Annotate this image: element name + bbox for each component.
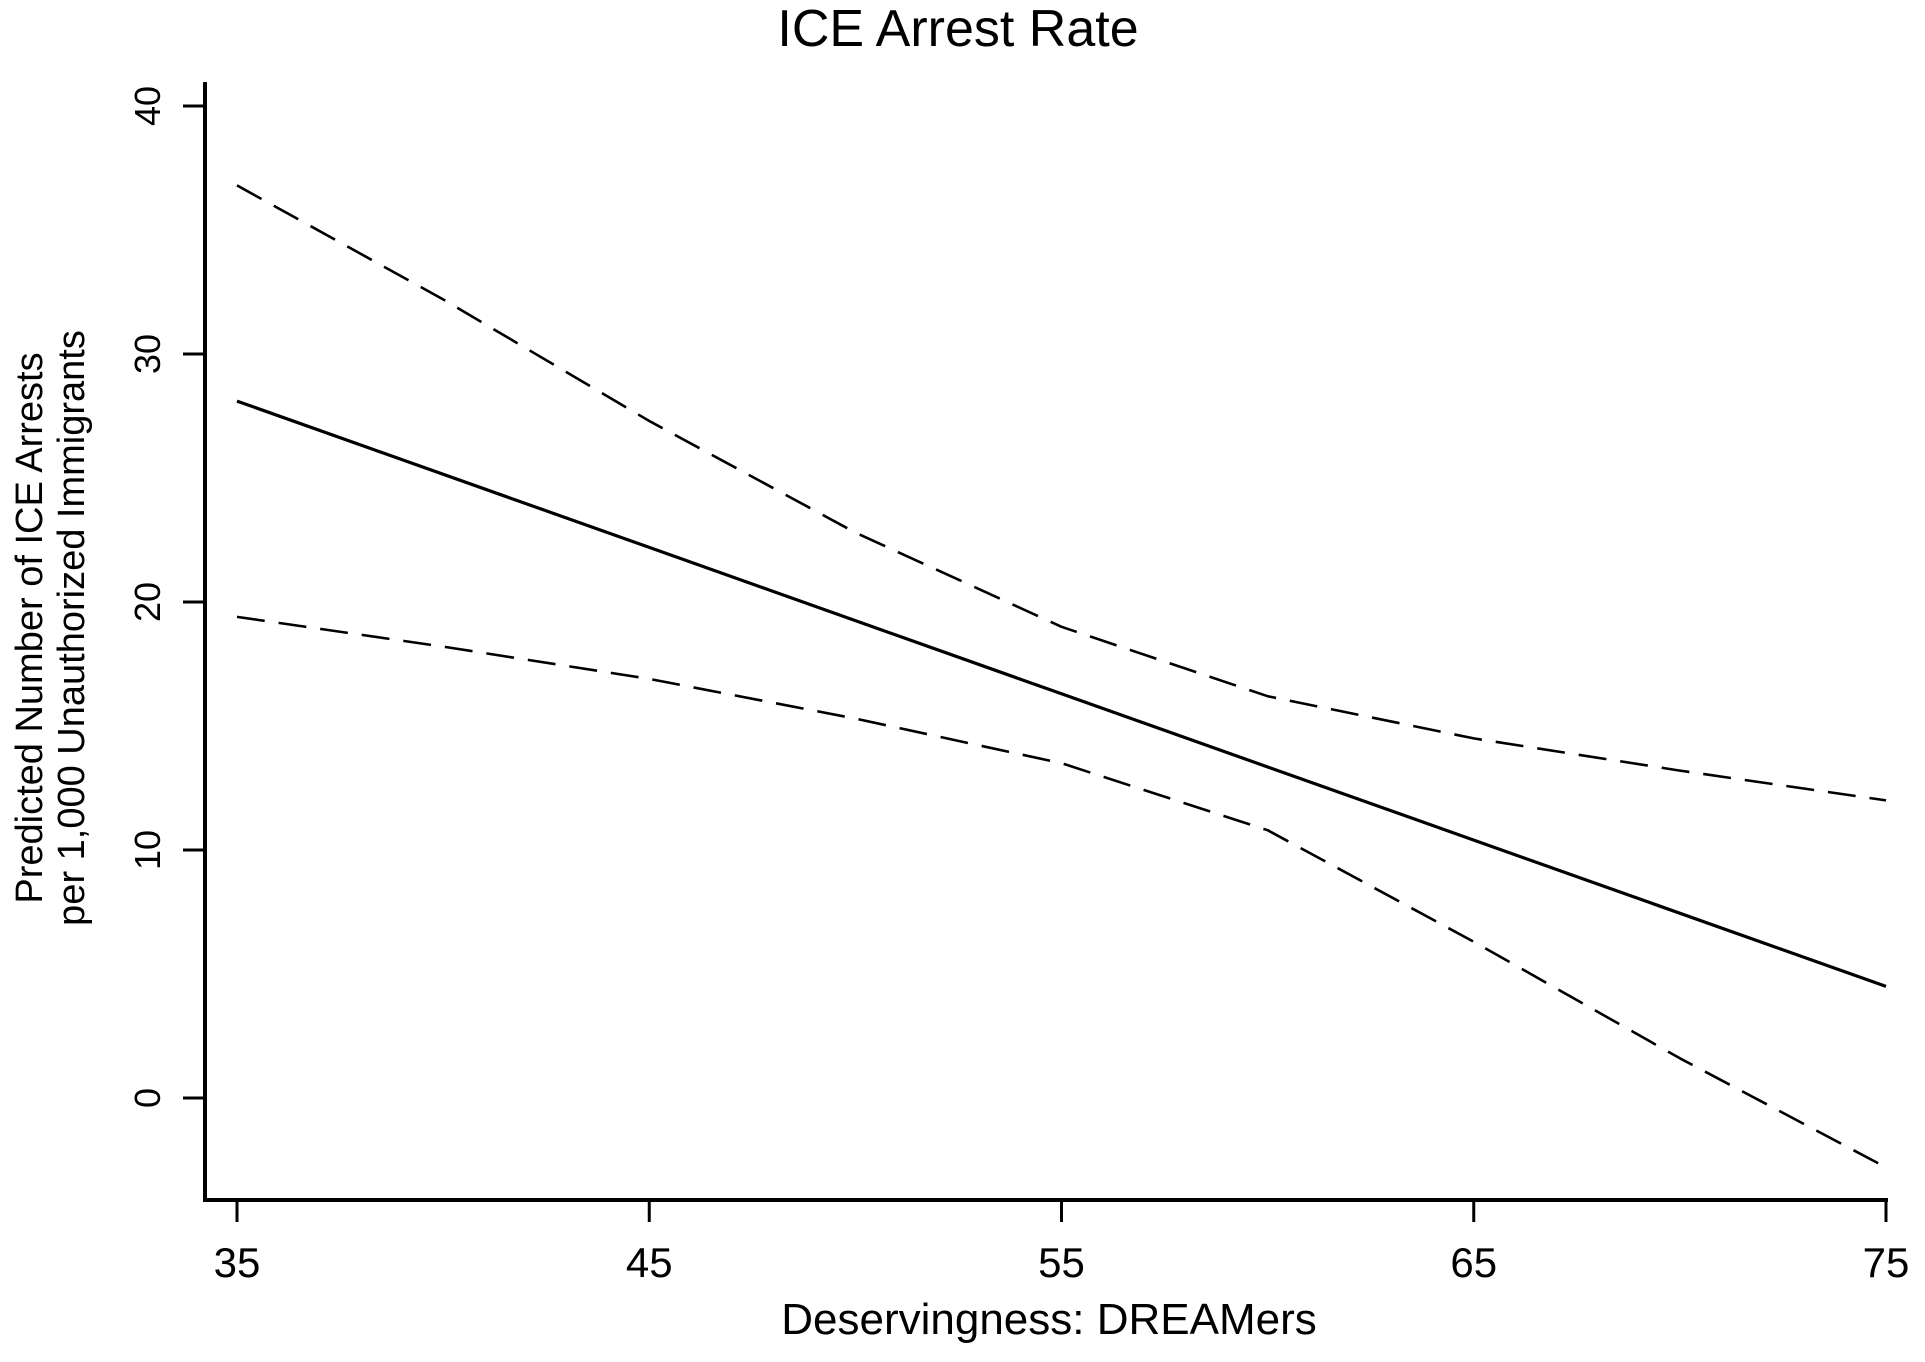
confidence-bound-line (236, 615, 1887, 1169)
y-tick-label: 0 (127, 1088, 168, 1108)
x-ticks: 35 45 55 65 75 (214, 1200, 1910, 1286)
y-axis-label-line-2: per 1,000 Unauthorized Immigrants (51, 330, 93, 926)
confidence-bound-line (236, 184, 1887, 802)
y-tick-label: 40 (127, 86, 168, 126)
x-tick-label: 75 (1863, 1239, 1910, 1286)
y-axis-label-line-1: Predicted Number of ICE Arrests (9, 352, 51, 903)
chart-title: ICE Arrest Rate (777, 0, 1138, 58)
x-axis-label: Deservingness: DREAMers (781, 1295, 1317, 1344)
series-group (236, 184, 1887, 1169)
x-tick-label: 45 (626, 1239, 673, 1286)
prediction-line (236, 399, 1887, 988)
y-tick-label: 10 (127, 830, 168, 870)
y-tick-label: 20 (127, 582, 168, 622)
x-tick-label: 55 (1038, 1239, 1085, 1286)
x-tick-label: 35 (214, 1239, 261, 1286)
y-tick-label: 30 (127, 334, 168, 374)
x-tick-label: 65 (1450, 1239, 1497, 1286)
y-ticks: 0 10 20 30 40 (127, 86, 205, 1108)
